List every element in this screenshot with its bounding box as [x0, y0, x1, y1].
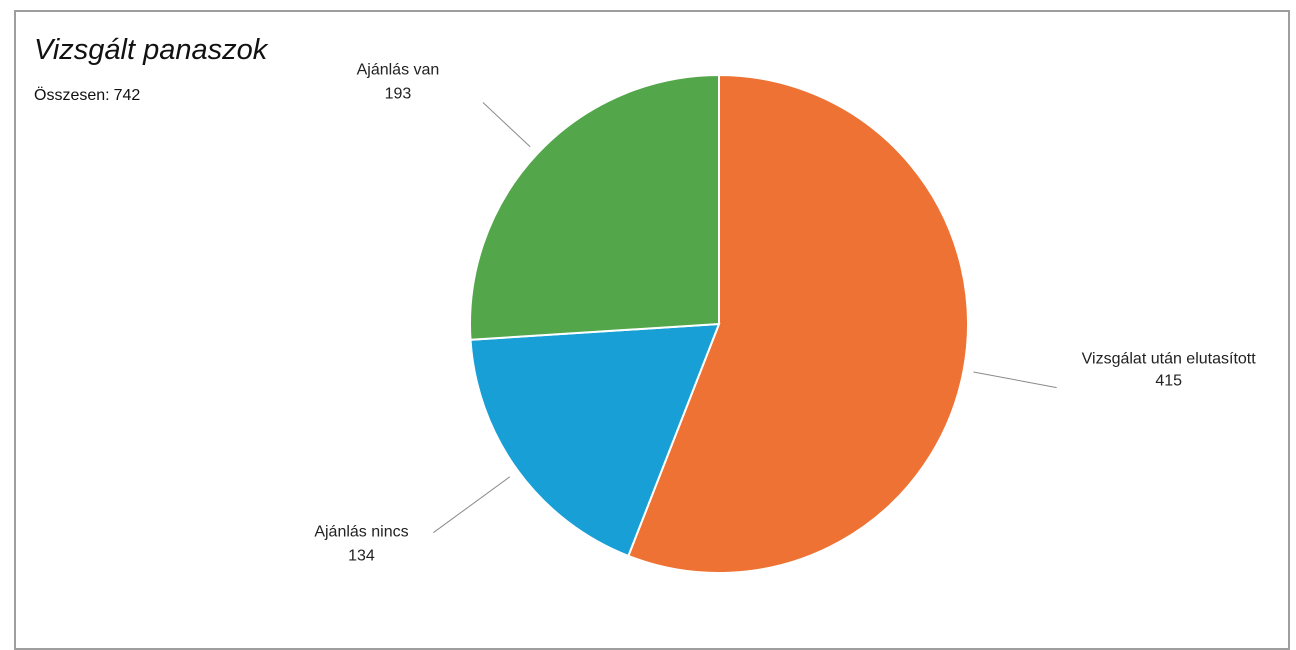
leader-line-vizsgalat-utan-elutasitott: [973, 371, 1057, 389]
slice-value-ajanlas-nincs: 134: [348, 548, 375, 565]
chart-title: Vizsgált panaszok: [34, 34, 268, 66]
slice-label-ajanlas-van: Ajánlás van: [357, 61, 440, 78]
pie-chart: Vizsgálat után elutasított 415 Ajánlás nin…: [314, 61, 1257, 574]
leader-line-ajanlas-nincs: [433, 476, 511, 533]
total-label: Összesen:: [34, 87, 110, 104]
slice-label-ajanlas-nincs: Ajánlás nincs: [314, 524, 408, 541]
slice-label-vizsgalat-utan-elutasitott: Vizsgálat után elutasított: [1082, 351, 1257, 368]
pie-slice-ajanlas-van[interactable]: [469, 73, 720, 341]
leader-line-ajanlas-van: [482, 102, 531, 148]
slice-value-ajanlas-van: 193: [385, 85, 412, 102]
pie-slice-vizsgalat-utan-elutasitott[interactable]: [627, 73, 969, 574]
slice-value-vizsgalat-utan-elutasitott: 415: [1155, 373, 1182, 390]
chart-subtitle: Összesen: 742: [34, 88, 140, 104]
total-value: 742: [113, 87, 141, 104]
pie-slice-ajanlas-nincs[interactable]: [469, 322, 721, 558]
